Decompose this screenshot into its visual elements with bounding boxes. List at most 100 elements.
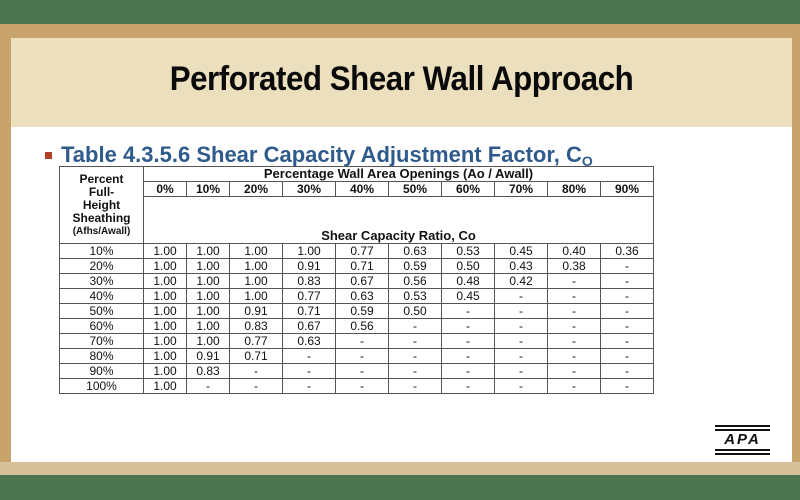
table-cell: 1.00 bbox=[143, 378, 187, 394]
table-cell: 0.83 bbox=[229, 318, 283, 334]
column-header: 40% bbox=[335, 181, 389, 197]
row-label: 80% bbox=[59, 348, 144, 364]
table-row: 40% 1.00 1.00 1.00 0.77 0.63 0.53 0.45- - - bbox=[59, 288, 654, 304]
column-header: 0% bbox=[143, 181, 187, 197]
table-cell: 0.38 bbox=[547, 258, 601, 274]
table-cell: 0.48 bbox=[441, 273, 495, 289]
table-row: 60% 1.00 1.00 0.83 0.67 0.56- - - - - bbox=[59, 318, 654, 334]
table-cell: - bbox=[547, 348, 601, 364]
table-cell: - bbox=[335, 333, 389, 349]
table-cell: - bbox=[494, 363, 548, 379]
table-cell: 0.53 bbox=[441, 243, 495, 259]
bullet-square-icon bbox=[45, 152, 52, 159]
table-cell: 1.00 bbox=[143, 348, 187, 364]
table-cell: - bbox=[600, 348, 654, 364]
row-header-line: Percent bbox=[79, 171, 124, 186]
column-header: 10% bbox=[186, 181, 230, 197]
table-cell: 1.00 bbox=[186, 273, 230, 289]
table-cell: 0.83 bbox=[282, 273, 336, 289]
logo-line bbox=[715, 453, 770, 455]
table-cell: 0.71 bbox=[282, 303, 336, 319]
table-cell: 1.00 bbox=[143, 258, 187, 274]
table-cell: - bbox=[335, 363, 389, 379]
table-cell: - bbox=[600, 273, 654, 289]
table-cell: - bbox=[547, 288, 601, 304]
logo-line bbox=[715, 449, 770, 451]
table-cell: 0.50 bbox=[388, 303, 442, 319]
table-cell: 0.83 bbox=[186, 363, 230, 379]
table-cell: - bbox=[388, 318, 442, 334]
table-cell: 1.00 bbox=[143, 318, 187, 334]
row-header-cell: Percent Full- Height Sheathing (Afhs/Awa… bbox=[59, 166, 144, 244]
table-cell: 1.00 bbox=[143, 273, 187, 289]
table-cell: - bbox=[441, 333, 495, 349]
table-cell: - bbox=[282, 348, 336, 364]
row-label: 90% bbox=[59, 363, 144, 379]
row-label: 40% bbox=[59, 288, 144, 304]
table-cell: - bbox=[441, 378, 495, 394]
table-cell: - bbox=[494, 303, 548, 319]
table-cell: - bbox=[547, 318, 601, 334]
table-cell: 0.77 bbox=[282, 288, 336, 304]
table-row: 80% 1.00 0.91 0.71- - - - - - - bbox=[59, 348, 654, 364]
table-cell: - bbox=[494, 348, 548, 364]
row-header-line: Height bbox=[82, 197, 121, 212]
table-row: 20% 1.00 1.00 1.00 0.91 0.71 0.59 0.50 0.43 0.38- bbox=[59, 258, 654, 274]
table-cell: - bbox=[600, 288, 654, 304]
column-header-row: 0% 10% 20% 30% 40% 50% 60% 70% 80% 90% bbox=[60, 181, 654, 197]
table-row: 70% 1.00 1.00 0.77 0.63- - - - - - bbox=[59, 333, 654, 349]
table-cell: - bbox=[335, 378, 389, 394]
table-caption-subscript: O bbox=[581, 153, 593, 169]
table-row: 90% 1.00 0.83- - - - - - - - bbox=[59, 363, 654, 379]
table-cell: 1.00 bbox=[282, 243, 336, 259]
table-cell: - bbox=[388, 348, 442, 364]
table-cell: 1.00 bbox=[186, 303, 230, 319]
table-cell: 1.00 bbox=[186, 258, 230, 274]
table-cell: 1.00 bbox=[143, 288, 187, 304]
table-cell: 1.00 bbox=[143, 303, 187, 319]
row-label: 100% bbox=[59, 378, 144, 394]
table-cell: 0.67 bbox=[282, 318, 336, 334]
column-header: 30% bbox=[282, 181, 336, 197]
column-header: 20% bbox=[229, 181, 283, 197]
slide-title: Perforated Shear Wall Approach bbox=[169, 60, 634, 98]
table-cell: 1.00 bbox=[229, 288, 283, 304]
table-cell: 0.40 bbox=[547, 243, 601, 259]
row-header-line: Full- bbox=[88, 184, 115, 199]
table-cell: 1.00 bbox=[229, 273, 283, 289]
table-cell: 1.00 bbox=[186, 243, 230, 259]
table-cell: - bbox=[441, 318, 495, 334]
column-header: 60% bbox=[441, 181, 495, 197]
row-header-line: Sheathing bbox=[72, 210, 131, 225]
table-cell: - bbox=[600, 318, 654, 334]
column-header: 50% bbox=[388, 181, 442, 197]
table-cell: 1.00 bbox=[186, 333, 230, 349]
table-cell: - bbox=[441, 363, 495, 379]
table-cell: 0.71 bbox=[335, 258, 389, 274]
group-header: Percentage Wall Area Openings (Ao / Awal… bbox=[143, 166, 654, 182]
table-cell: - bbox=[229, 363, 283, 379]
table-cell: - bbox=[494, 288, 548, 304]
table-cell: - bbox=[600, 303, 654, 319]
table-cell: - bbox=[600, 363, 654, 379]
bullet-item: Table 4.3.5.6 Shear Capacity Adjustment … bbox=[45, 142, 593, 169]
table-cell: - bbox=[441, 348, 495, 364]
table-cell: - bbox=[388, 363, 442, 379]
table-caption-text: Table 4.3.5.6 Shear Capacity Adjustment … bbox=[61, 142, 582, 167]
table-cell: 0.53 bbox=[388, 288, 442, 304]
table-cell: - bbox=[282, 363, 336, 379]
table-cell: - bbox=[547, 333, 601, 349]
shear-capacity-table: Percent Full- Height Sheathing (Afhs/Awa… bbox=[59, 166, 654, 394]
table-cell: 0.43 bbox=[494, 258, 548, 274]
table-row: 50% 1.00 1.00 0.91 0.71 0.59 0.50- - - - bbox=[59, 303, 654, 319]
row-label: 30% bbox=[59, 273, 144, 289]
row-label: 60% bbox=[59, 318, 144, 334]
table-cell: 0.56 bbox=[388, 273, 442, 289]
table-cell: 0.45 bbox=[441, 288, 495, 304]
table-cell: 1.00 bbox=[143, 333, 187, 349]
table-cell: - bbox=[547, 273, 601, 289]
table-cell: 0.63 bbox=[388, 243, 442, 259]
column-header: 90% bbox=[600, 181, 654, 197]
row-label: 20% bbox=[59, 258, 144, 274]
table-cell: 0.91 bbox=[186, 348, 230, 364]
